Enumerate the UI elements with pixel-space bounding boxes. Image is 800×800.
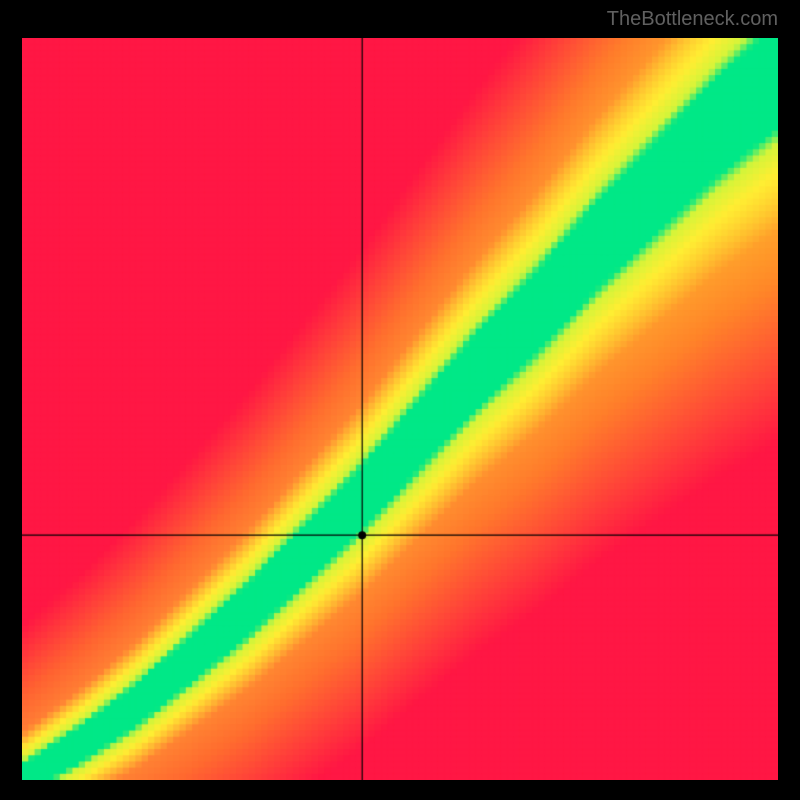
bottleneck-heatmap (22, 38, 778, 780)
watermark-text: TheBottleneck.com (607, 8, 778, 31)
crosshair-overlay (22, 38, 778, 780)
